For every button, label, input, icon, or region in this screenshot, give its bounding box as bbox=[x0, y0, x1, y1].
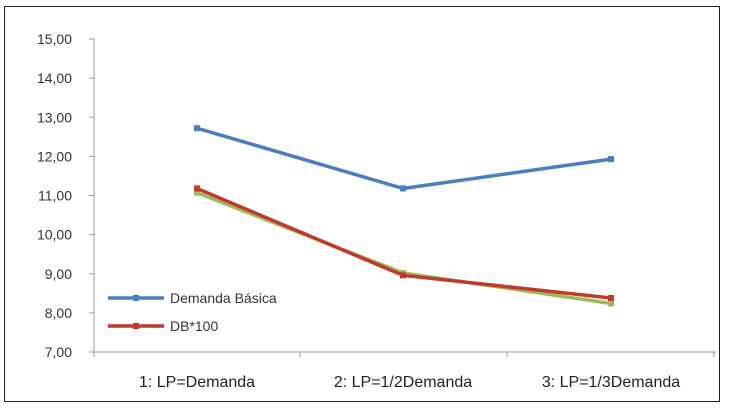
y-tick-label: 8,00 bbox=[45, 305, 72, 321]
data-point bbox=[608, 156, 614, 163]
series-line bbox=[195, 126, 613, 191]
series-line bbox=[195, 191, 613, 306]
x-category-label: 1: LP=Demanda bbox=[139, 374, 255, 391]
x-axis: 1: LP=Demanda 2: LP=1/2Demanda 3: LP=1/3De… bbox=[93, 351, 716, 391]
y-tick-label: 9,00 bbox=[45, 266, 72, 282]
data-point bbox=[608, 295, 614, 302]
series-1 bbox=[194, 185, 614, 302]
y-tick-label: 13,00 bbox=[37, 109, 72, 125]
legend-label: DB*100 bbox=[170, 318, 218, 334]
y-tick-label: 11,00 bbox=[38, 188, 72, 204]
data-point bbox=[400, 272, 406, 279]
series-0 bbox=[194, 125, 614, 192]
y-tick-label: 15,00 bbox=[37, 31, 72, 47]
legend-marker bbox=[133, 295, 139, 301]
series-layer bbox=[194, 125, 614, 307]
data-point bbox=[194, 185, 200, 192]
y-axis: 7,00 8,00 9,00 10,00 11,00 12,00 13,00 14,00 15,… bbox=[37, 31, 95, 360]
data-point bbox=[194, 189, 200, 196]
y-tick-label: 12,00 bbox=[37, 148, 72, 164]
data-point bbox=[194, 125, 200, 132]
x-category-label: 2: LP=1/2Demanda bbox=[334, 374, 472, 391]
series-2 bbox=[194, 189, 614, 307]
legend: Demanda Básica DB*100 bbox=[108, 290, 277, 334]
legend-item: Demanda Básica bbox=[108, 290, 277, 306]
legend-marker bbox=[133, 323, 139, 329]
y-tick-label: 10,00 bbox=[37, 227, 72, 243]
data-point bbox=[608, 300, 614, 307]
y-tick-label: 14,00 bbox=[37, 70, 72, 86]
series-line bbox=[195, 186, 613, 300]
chart-frame bbox=[4, 6, 720, 402]
legend-item: DB*100 bbox=[108, 318, 218, 334]
legend-label: Demanda Básica bbox=[170, 290, 277, 306]
y-tick-label: 7,00 bbox=[45, 344, 72, 360]
data-point bbox=[400, 185, 406, 192]
x-category-label: 3: LP=1/3Demanda bbox=[542, 374, 680, 391]
